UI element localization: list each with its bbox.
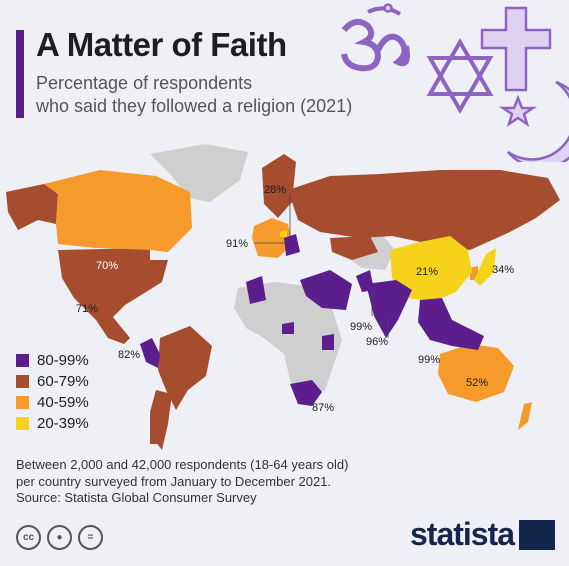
map-region-australia (438, 344, 514, 402)
map-region-kazakhstan (330, 236, 378, 260)
label-peru: 82% (118, 349, 141, 361)
map-region-russia (288, 170, 560, 250)
map-region-netherlands (280, 230, 287, 237)
title-accent-bar (16, 30, 24, 118)
cross-icon (480, 6, 552, 92)
map-region-germany (284, 234, 300, 256)
legend-label: 40-59% (37, 394, 89, 411)
map-region-alaska (6, 184, 58, 230)
map-region-southeast-asia (418, 298, 484, 350)
world-map (6, 144, 560, 450)
no-derivatives-icon[interactable]: = (78, 525, 103, 550)
map-region-india (366, 280, 412, 338)
map-region-brazil (158, 326, 212, 410)
legend-item: 40-59% (16, 392, 89, 413)
label-australia: 52% (466, 377, 489, 389)
brand-wordmark: statista (410, 516, 515, 552)
map-region-pakistan (356, 270, 374, 292)
label-netherlands: 28% (264, 184, 287, 196)
survey-note: Between 2,000 and 42,000 respondents (18… (16, 456, 386, 490)
attribution-icon[interactable]: ● (47, 525, 72, 550)
religious-symbols-illustration (341, 3, 569, 162)
statista-logo[interactable]: statista (410, 516, 556, 553)
map-region-greenland (150, 144, 248, 202)
legend-swatch (16, 354, 29, 367)
map-region-canada (44, 170, 192, 252)
label-germany: 91% (226, 238, 249, 250)
map-region-western-europe (252, 218, 292, 258)
label-south-africa: 87% (312, 402, 335, 414)
map-region-china (390, 236, 472, 302)
label-pakistan: 99% (350, 321, 373, 333)
label-china: 21% (416, 266, 439, 278)
legend-label: 60-79% (37, 373, 89, 390)
legend-swatch (16, 417, 29, 430)
legend-item: 80-99% (16, 350, 89, 371)
legend-item: 60-79% (16, 371, 89, 392)
legend-swatch (16, 375, 29, 388)
legend: 80-99% 60-79% 40-59% 20-39% (16, 350, 89, 434)
om-symbol-icon (341, 3, 410, 72)
legend-label: 20-39% (37, 415, 89, 432)
note-line-1: Between 2,000 and 42,000 respondents (18… (16, 457, 349, 472)
map-region-north-africa-east (246, 276, 266, 304)
map-region-usa (58, 248, 168, 318)
statista-mark-icon (519, 519, 556, 550)
subtitle-line-1: Percentage of respondents (36, 73, 253, 93)
map-region-argentina-south (150, 414, 160, 444)
label-mexico: 71% (76, 303, 99, 315)
license-icons: cc ● = (16, 525, 103, 550)
label-usa: 70% (96, 260, 119, 272)
map-region-nigeria (282, 322, 294, 334)
map-region-africa-no-data (234, 282, 342, 402)
map-region-japan (474, 248, 496, 286)
subtitle-line-2: who said they followed a religion (2021) (36, 96, 353, 116)
map-region-peru (140, 338, 160, 368)
note-line-2: per country surveyed from January to Dec… (16, 474, 332, 489)
label-japan: 34% (492, 264, 515, 276)
map-region-mexico (74, 298, 130, 344)
map-region-middle-east (300, 270, 352, 310)
legend-swatch (16, 396, 29, 409)
map-region-south-africa (290, 380, 322, 406)
chart-subtitle: Percentage of respondents who said they … (36, 72, 366, 118)
label-india: 96% (366, 336, 389, 348)
map-region-kenya (322, 334, 334, 350)
label-indonesia: 99% (418, 354, 441, 366)
cc-icon[interactable]: cc (16, 525, 41, 550)
map-region-new-zealand (518, 402, 532, 430)
legend-item: 20-39% (16, 413, 89, 434)
chart-title: A Matter of Faith (36, 26, 287, 63)
star-of-david-icon (426, 37, 494, 115)
crescent-and-star-icon (498, 80, 569, 162)
source-note: Source: Statista Global Consumer Survey (16, 490, 257, 505)
map-region-scandinavia (262, 154, 296, 218)
legend-label: 80-99% (37, 352, 89, 369)
